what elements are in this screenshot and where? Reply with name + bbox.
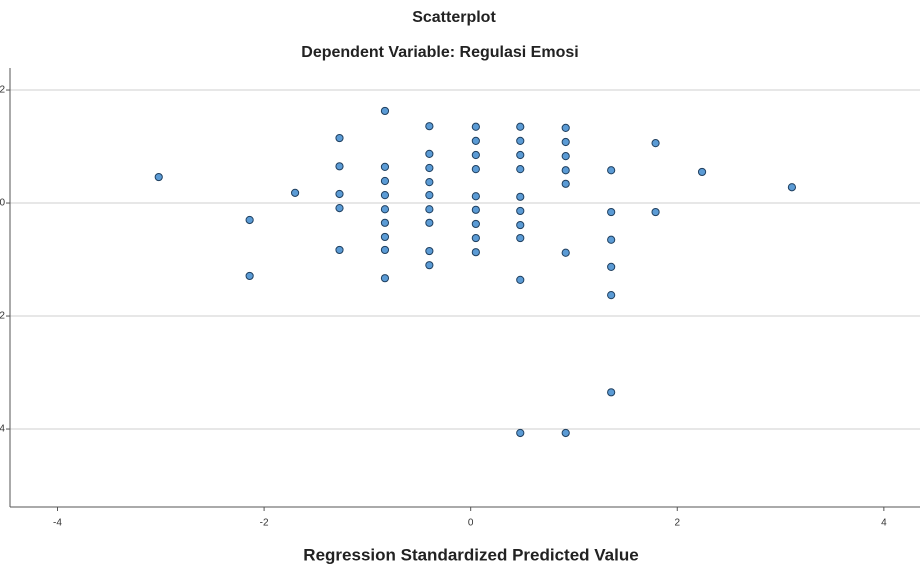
point — [335, 162, 344, 171]
point — [516, 165, 525, 174]
point — [380, 218, 390, 227]
point — [425, 218, 434, 227]
point — [425, 261, 434, 270]
point — [471, 233, 480, 243]
point — [561, 123, 570, 132]
point — [380, 176, 390, 186]
point — [561, 152, 570, 161]
point — [607, 207, 616, 217]
point — [425, 163, 434, 173]
point — [607, 388, 616, 397]
point — [651, 139, 660, 148]
point — [516, 233, 525, 243]
point — [561, 166, 570, 175]
point — [787, 183, 797, 192]
point — [471, 192, 480, 201]
point — [380, 162, 390, 171]
point — [516, 206, 525, 216]
point — [471, 219, 480, 229]
point — [561, 428, 570, 438]
y-tick-label: 2 — [0, 85, 5, 96]
point — [380, 232, 390, 242]
point — [516, 428, 525, 438]
point — [516, 150, 525, 160]
point — [607, 262, 616, 271]
point — [380, 245, 390, 255]
y-tick-label: -2 — [0, 311, 5, 322]
point — [245, 271, 254, 281]
point — [697, 167, 707, 177]
point — [561, 248, 570, 257]
point — [471, 136, 480, 145]
point — [425, 149, 434, 158]
point — [561, 137, 570, 147]
point — [471, 122, 480, 131]
point — [651, 207, 660, 217]
chart-title: Scatterplot — [412, 9, 496, 26]
point — [516, 192, 525, 201]
point — [335, 133, 344, 143]
point — [471, 165, 480, 174]
point — [425, 246, 434, 256]
point — [607, 291, 616, 300]
point — [380, 106, 390, 116]
point — [335, 245, 344, 255]
x-tick-label: 4 — [881, 518, 887, 529]
point — [561, 179, 570, 188]
point — [516, 275, 525, 284]
y-tick-label: -4 — [0, 424, 5, 435]
x-tick-label: -2 — [260, 518, 269, 529]
point — [516, 136, 525, 145]
x-tick-label: -4 — [53, 518, 62, 529]
point — [471, 248, 480, 257]
point — [516, 122, 525, 131]
x-tick-label: 0 — [468, 518, 474, 529]
point — [425, 178, 434, 187]
point — [380, 205, 390, 214]
point — [380, 191, 390, 200]
point — [471, 150, 480, 160]
y-tick-label: 0 — [0, 198, 5, 209]
point — [245, 215, 254, 225]
point — [471, 205, 480, 214]
chart-subtitle: Dependent Variable: Regulasi Emosi — [301, 44, 578, 61]
point — [425, 205, 434, 214]
point — [607, 235, 616, 244]
point — [425, 122, 434, 131]
point — [154, 172, 163, 182]
point — [335, 204, 344, 213]
point — [290, 188, 300, 197]
x-axis-label: Regression Standardized Predicted Value — [303, 545, 638, 564]
point — [380, 274, 390, 283]
point — [335, 189, 344, 199]
point — [516, 220, 525, 230]
x-tick-label: 2 — [674, 518, 680, 529]
point — [425, 191, 434, 200]
point — [607, 166, 616, 175]
